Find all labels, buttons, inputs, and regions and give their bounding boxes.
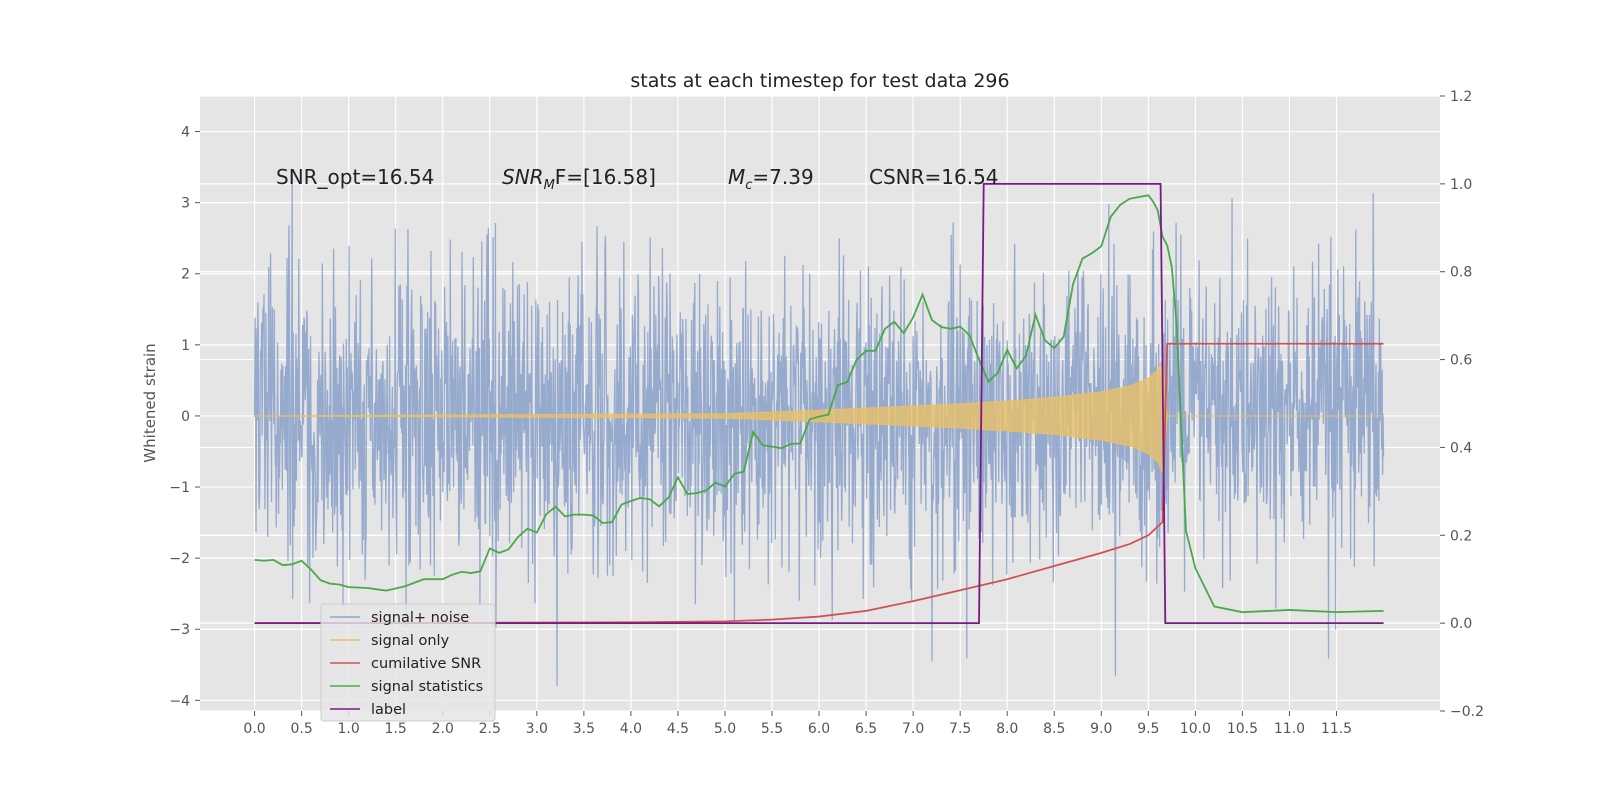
x-tick-label: 10.0 [1180,721,1211,737]
x-tick-label: 5.5 [761,721,783,737]
y-tick-label: 4 [181,125,190,141]
y2-tick-label: −0.2 [1450,704,1484,720]
x-tick-label: 7.0 [902,721,924,737]
annotation-csnr: CSNR=16.54 [869,165,999,189]
annotation-snr-mf: SNRMF=[16.58] [502,165,656,193]
y-tick-label: 2 [181,267,190,283]
legend-label: cumilative SNR [371,656,481,672]
y2-tick-label: 1.2 [1450,89,1472,105]
signal-noise-series [253,173,1385,687]
legend-label: signal+ noise [371,610,469,626]
annotation-snr-mf-sub: M [544,178,555,193]
x-tick-label: 0.0 [243,721,265,737]
x-tick-label: 10.5 [1227,721,1258,737]
annotation-mc-rest: =7.39 [752,165,813,189]
x-tick-label: 9.0 [1090,721,1112,737]
legend-item-signal-statistics: signal statistics [330,679,483,695]
legend-label: signal statistics [371,679,483,695]
x-tick-label: 1.5 [385,721,407,737]
legend-label: label [371,702,406,718]
x-tick-label: 6.5 [855,721,877,737]
legend-label: signal only [371,633,450,649]
series-line-label [254,182,1384,625]
x-tick-label: 2.0 [432,721,454,737]
x-tick-label: 1.0 [338,721,360,737]
y2-tick-label: 0.8 [1450,265,1472,281]
line-series [254,182,1384,625]
x-tick-label: 2.5 [479,721,501,737]
annotation-mc: Mc=7.39 [728,165,814,193]
x-tick-label: 3.5 [573,721,595,737]
y-tick-label: −4 [169,693,190,709]
y-axis-left: 4 3 2 1 0 −1 −2 −3 −4 [169,125,200,709]
y2-tick-label: 0.4 [1450,440,1472,456]
y-axis-right: 1.2 1.0 0.8 0.6 0.4 0.2 0.0 −0.2 [1440,89,1484,720]
x-tick-label: 4.5 [667,721,689,737]
x-axis: 0.0 0.5 1.0 1.5 2.0 2.5 3.0 3.5 4.0 4.5 5.0 5.5 6.0 6… [243,711,1352,737]
x-tick-label: 8.0 [996,721,1018,737]
legend-item-label: label [330,702,406,718]
series-line-cumulative-snr [254,342,1384,625]
annotations: SNR_opt=16.54 SNRMF=[16.58] Mc=7.39 CSNR… [276,165,999,193]
legend-item-signal-noise: signal+ noise [330,610,469,626]
x-tick-label: 6.0 [808,721,830,737]
y-tick-label: −1 [169,480,190,496]
chart-title: stats at each timestep for test data 296 [630,70,1009,92]
series-line-signal-statistics [254,194,1384,614]
y2-tick-label: 1.0 [1450,177,1472,193]
x-tick-label: 3.0 [526,721,548,737]
annotation-snr-opt: SNR_opt=16.54 [276,165,434,189]
annotation-mc-base: M [728,165,745,189]
legend-item-cumulative-snr: cumilative SNR [330,656,481,672]
y2-tick-label: 0.2 [1450,528,1472,544]
legend-box [320,603,496,722]
series-line-signal-noise [253,173,1385,687]
y-axis-label: Whitened strain [141,343,159,462]
y-tick-label: 1 [181,338,190,354]
y2-tick-label: 0.0 [1450,616,1472,632]
x-tick-label: 11.0 [1274,721,1305,737]
x-tick-label: 8.5 [1043,721,1065,737]
legend-item-signal-only: signal only [330,633,450,649]
x-tick-label: 11.5 [1321,721,1352,737]
y-tick-label: −3 [169,622,190,638]
x-tick-label: 7.5 [949,721,971,737]
annotation-snr-mf-base: SNR [502,165,544,189]
x-tick-label: 4.0 [620,721,642,737]
x-tick-label: 5.0 [714,721,736,737]
y-tick-label: 0 [181,409,190,425]
annotation-mc-sub: c [745,178,752,193]
y2-tick-label: 0.6 [1450,353,1472,369]
x-tick-label: 0.5 [290,721,312,737]
y-tick-label: 3 [181,196,190,212]
annotation-snr-mf-rest: F=[16.58] [555,165,656,189]
x-tick-label: 9.5 [1137,721,1159,737]
y-tick-label: −2 [169,551,190,567]
legend: signal+ noise signal only cumilative SNR… [320,603,496,722]
